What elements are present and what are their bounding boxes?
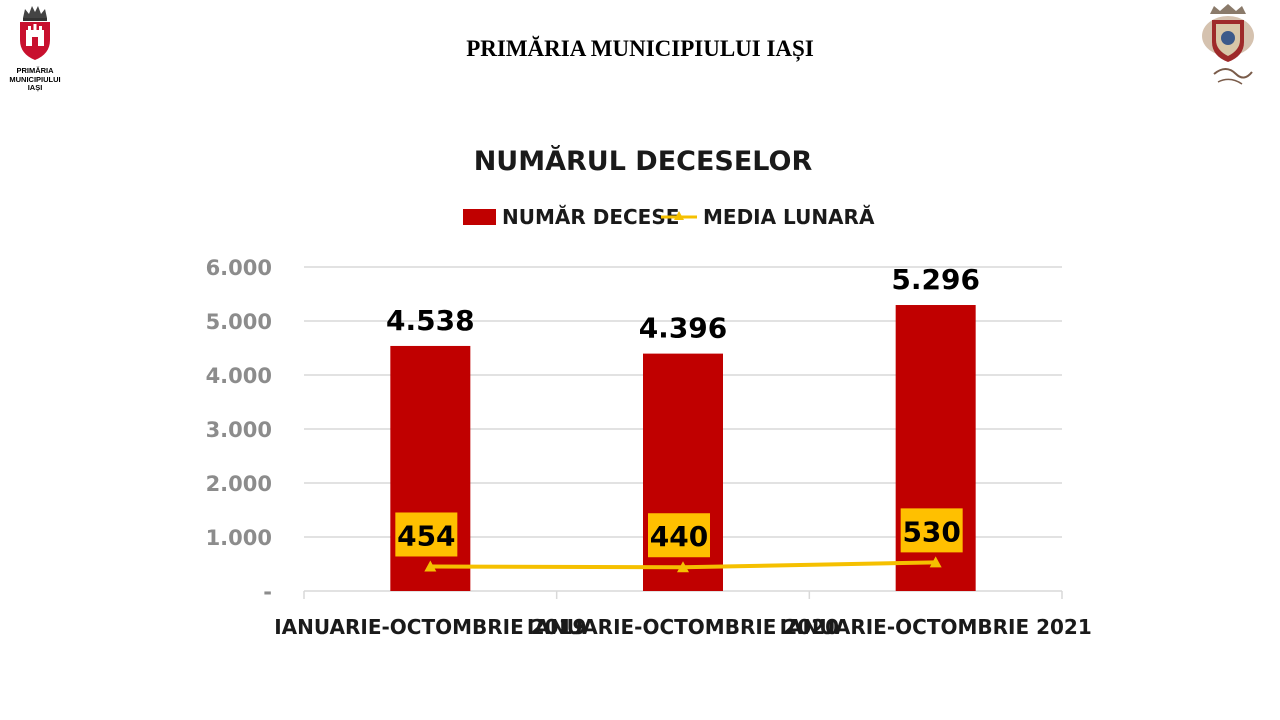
line-marker [929,556,942,568]
x-tick-label: IANUARIE-OCTOMBRIE 2019 [274,615,586,639]
chart-title: NUMĂRUL DECESELOR [474,145,813,177]
city-hall-logo: PRIMĂRIA MUNICIPIULUI IAȘI [6,4,64,93]
y-tick-label: 4.000 [206,364,272,388]
line-label-box [395,512,458,557]
line-label-box [648,513,710,558]
logo-caption-line: MUNICIPIULUI [9,74,61,84]
bar-data-label: 4.538 [386,304,475,337]
y-tick-label: 6.000 [206,256,272,280]
line-data-label: 530 [902,515,960,548]
logo-caption-line: PRIMĂRIA [16,66,54,75]
line-marker [424,560,437,572]
y-axis: - 1.000 2.000 3.000 4.000 5.000 6.000 [206,256,272,604]
legend-label-line: MEDIA LUNARĂ [703,205,875,229]
iasi-coat-of-arms-icon [20,6,50,60]
x-tick-label: IANUARIE-OCTOMBRIE 2020 [527,615,839,639]
y-tick-label: 2.000 [206,472,272,496]
legend-label-bar: NUMĂR DECESE [502,205,679,229]
x-tick-label: IANUARIE-OCTOMBRIE 2021 [780,615,1092,639]
y-tick-label: 1.000 [206,526,272,550]
bar-data-label: 5.296 [891,263,980,296]
logo-caption-line: IAȘI [27,83,43,92]
iasi-brand-logo [1196,2,1260,96]
line-label-box [900,508,963,553]
line-series: 454 440 530 [395,508,963,573]
chart-legend: NUMĂR DECESE MEDIA LUNARĂ [463,205,875,229]
page-title: PRIMĂRIA MUNICIPIULUI IAȘI [466,36,814,61]
y-tick-label: - [263,580,272,604]
legend-swatch-bar [463,209,496,225]
bar-data-label: 4.396 [639,312,728,345]
iasi-heraldic-emblem-icon [1202,4,1254,85]
y-tick-label: 3.000 [206,418,272,442]
line-data-label: 454 [397,519,455,552]
legend-swatch-marker [674,211,684,220]
x-axis: IANUARIE-OCTOMBRIE 2019IANUARIE-OCTOMBRI… [274,590,1092,639]
line-marker [677,561,689,573]
line-data-label: 440 [650,520,708,553]
y-tick-label: 5.000 [206,310,272,334]
